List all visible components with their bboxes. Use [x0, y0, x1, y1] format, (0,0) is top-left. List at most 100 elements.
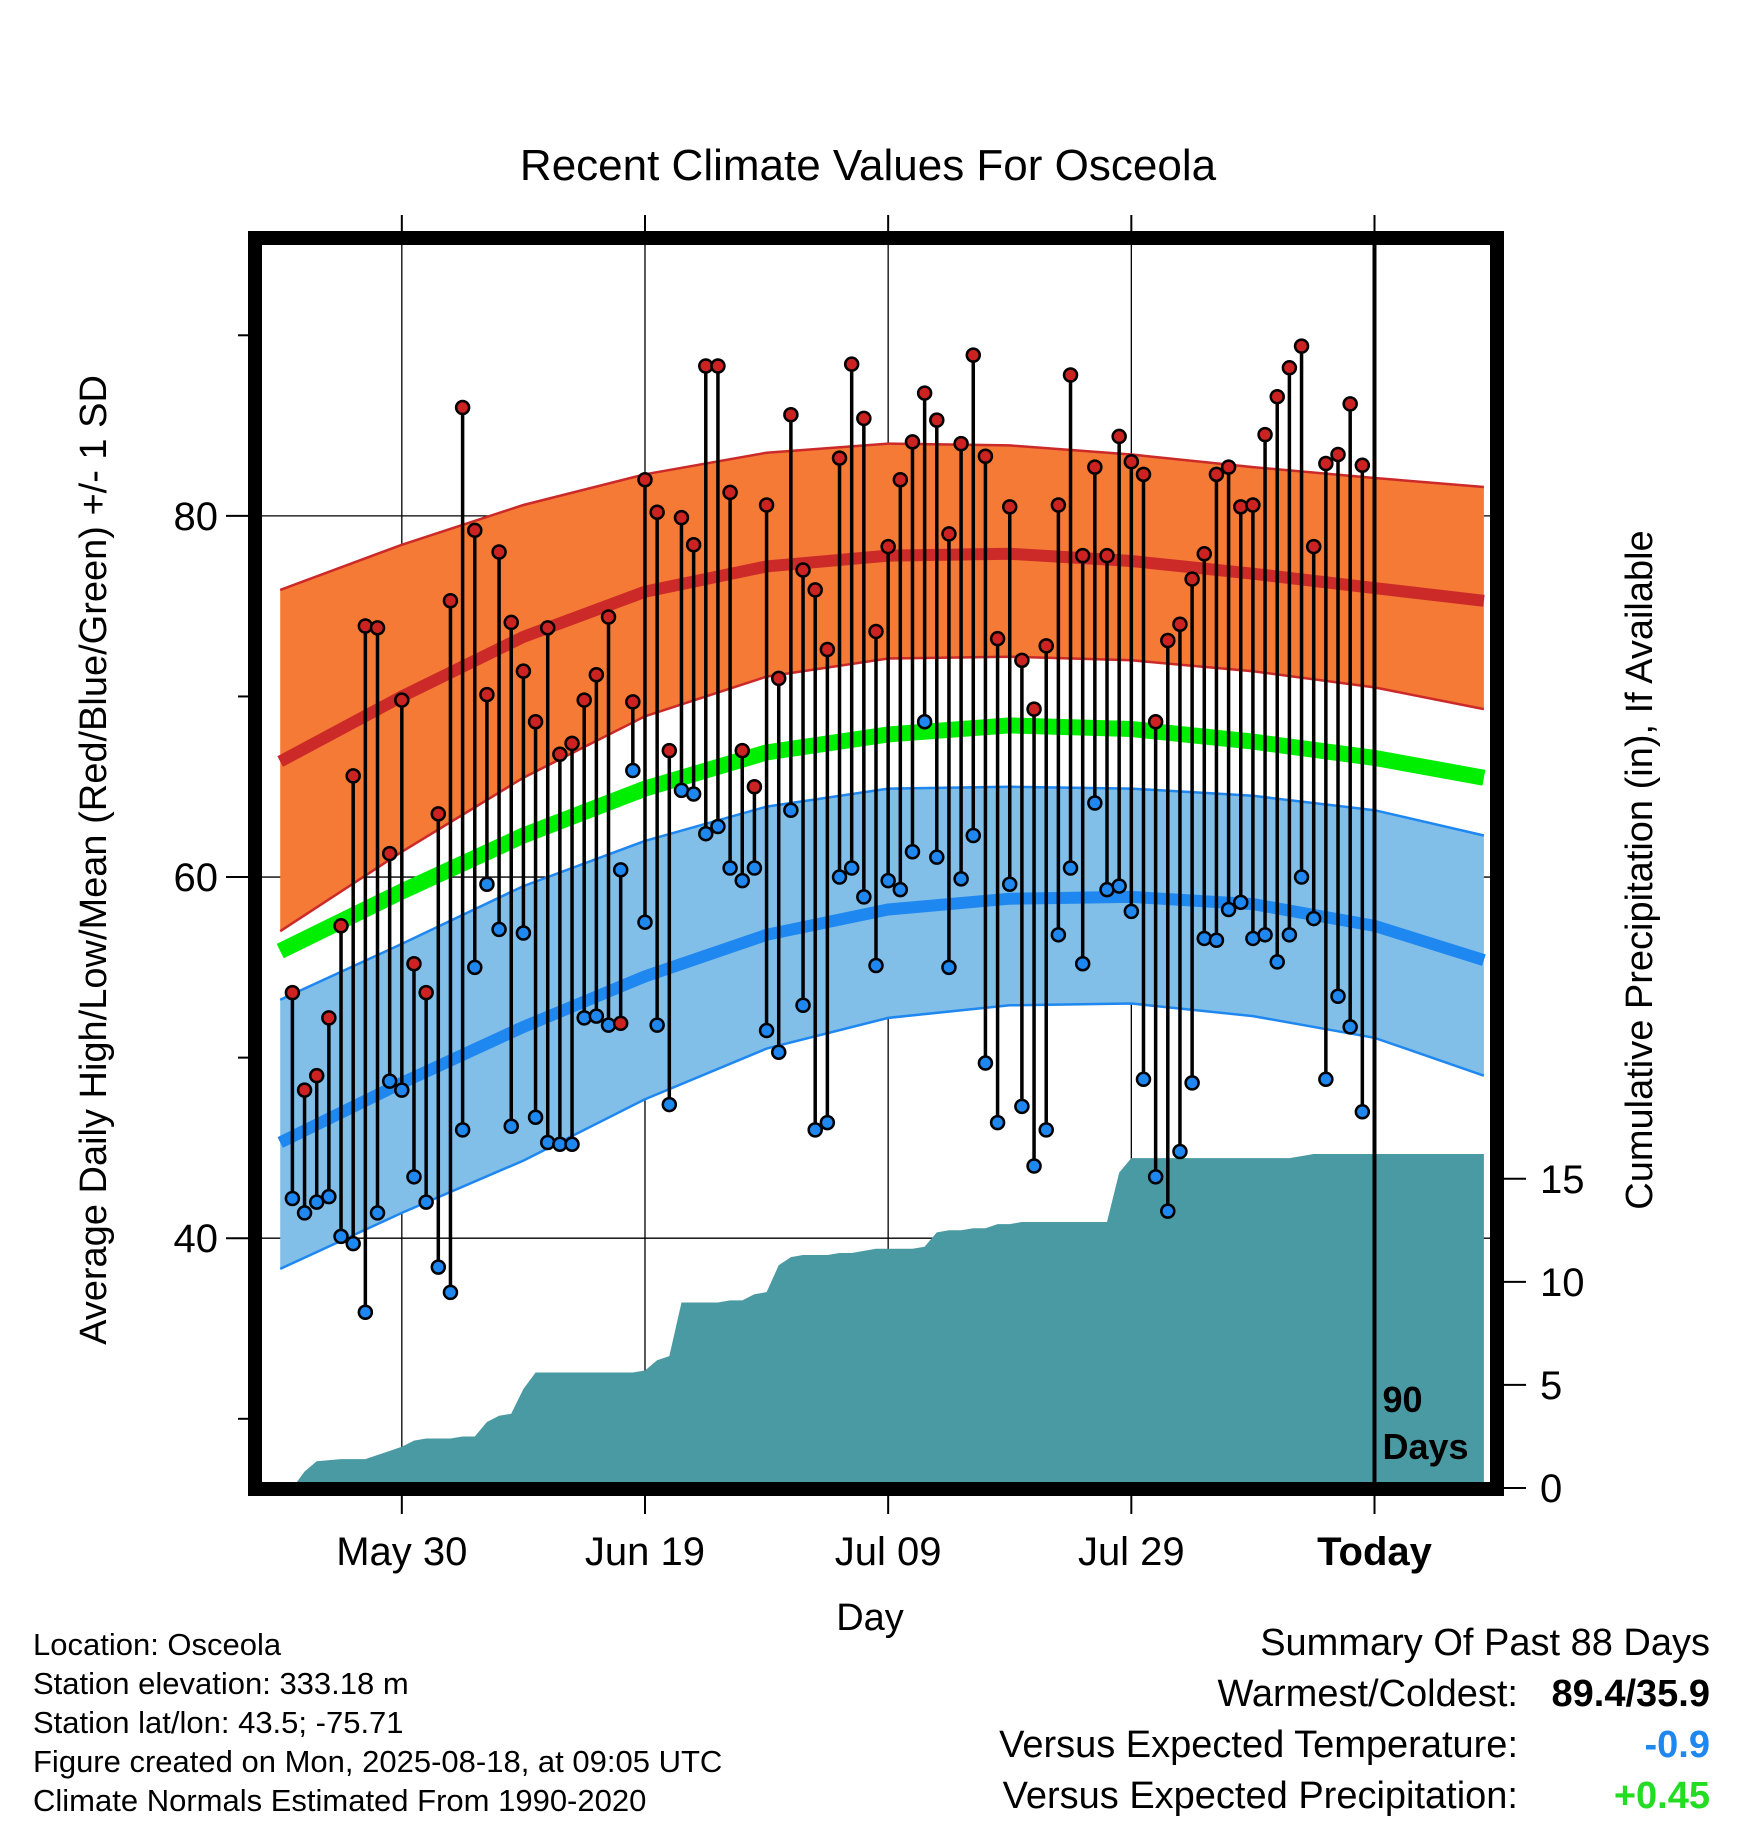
high-point [1172, 616, 1188, 632]
high-point [1062, 367, 1079, 383]
low-point [892, 881, 909, 898]
high-point [479, 686, 495, 703]
x-tick-label: Jul 09 [835, 1530, 942, 1574]
high-point [685, 537, 702, 553]
low-point [1160, 1203, 1176, 1219]
high-point [1026, 701, 1042, 717]
high-point [467, 522, 483, 539]
high-point [1099, 547, 1115, 564]
low-point [1233, 894, 1249, 911]
high-point [1354, 457, 1371, 474]
high-point [1245, 497, 1261, 513]
x-tick-label: Today [1317, 1530, 1433, 1574]
low-point [819, 1114, 836, 1131]
axes: May 30 Jun 19 Jul 09 Jul 29 Today 40 60 80 0 5 10 1… [174, 215, 1585, 1574]
high-point [588, 667, 605, 683]
high-point [1342, 396, 1358, 412]
low-point [1172, 1143, 1188, 1160]
low-point [308, 1194, 325, 1210]
y-tick-label: 80 [174, 495, 219, 539]
elevation-text: Station elevation: 333.18 m [33, 1666, 409, 1701]
high-point [1050, 497, 1067, 513]
low-point [503, 1118, 519, 1134]
low-point [1318, 1071, 1334, 1088]
plot-frame [248, 231, 1504, 1496]
high-point [600, 609, 617, 625]
y2-tick-label: 5 [1540, 1364, 1562, 1408]
low-point [1087, 795, 1103, 811]
high-point [1074, 547, 1091, 564]
low-point [394, 1082, 410, 1098]
low-point [783, 802, 799, 818]
high-point [831, 450, 848, 466]
low-point [807, 1122, 823, 1138]
low-point [795, 997, 811, 1014]
low-point [758, 1022, 775, 1039]
low-point [1220, 901, 1237, 918]
high-point [1184, 571, 1200, 587]
created-text: Figure created on Mon, 2025-08-18, at 09… [33, 1744, 723, 1779]
high-point [1147, 713, 1164, 730]
low-point [856, 889, 872, 905]
high-point [321, 1010, 337, 1026]
low-point [576, 1010, 592, 1026]
plot-area [262, 245, 1490, 1482]
low-point [515, 925, 532, 941]
high-point [333, 918, 349, 934]
low-point [491, 921, 507, 938]
low-point [418, 1194, 434, 1210]
low-point [1026, 1158, 1042, 1174]
high-point [442, 593, 459, 609]
chart-title: Recent Climate Values For Osceola [520, 141, 1217, 190]
low-point [770, 1044, 787, 1060]
low-point [1342, 1019, 1358, 1035]
low-point [625, 762, 641, 779]
low-point [843, 860, 860, 876]
low-point [479, 876, 495, 893]
high-point [880, 538, 896, 555]
warmest-coldest-value: 89.4/35.9 [1551, 1673, 1710, 1715]
low-point [612, 862, 629, 878]
low-point [381, 1073, 398, 1089]
low-point [734, 872, 751, 889]
y-axis-label: Average Daily High/Low/Mean (Red/Blue/Gr… [73, 375, 115, 1345]
temp-anomaly-label: Versus Expected Temperature: [999, 1724, 1518, 1766]
high-point [1087, 459, 1103, 475]
x-tick-label: Jul 29 [1078, 1530, 1185, 1574]
low-point [831, 869, 848, 885]
precip-anomaly-value: +0.45 [1613, 1775, 1710, 1817]
low-point [929, 849, 945, 865]
low-point [357, 1304, 374, 1321]
low-point [1014, 1098, 1030, 1115]
high-point [527, 713, 544, 730]
high-point [369, 620, 386, 636]
high-point [916, 385, 933, 401]
low-point [1281, 927, 1298, 943]
high-point [746, 779, 763, 795]
high-point [308, 1067, 325, 1084]
x-tick-label: May 30 [336, 1530, 467, 1574]
high-point [734, 742, 751, 759]
high-point [843, 356, 860, 372]
low-point [1074, 955, 1091, 972]
high-point [710, 358, 726, 374]
low-normal-line [277, 890, 1486, 1148]
low-point [916, 713, 933, 730]
low-point [296, 1205, 313, 1221]
low-point [685, 786, 702, 802]
high-point [394, 692, 410, 708]
high-point [758, 497, 775, 513]
low-point [1135, 1071, 1152, 1088]
precip-anomaly-row: Versus Expected Precipitation: +0.45 [999, 1771, 1710, 1822]
y2-tick-label: 15 [1540, 1158, 1585, 1202]
low-point [1196, 930, 1213, 947]
high-point [1257, 426, 1273, 443]
y-tick-label: 60 [174, 856, 219, 900]
low-sd-band [280, 786, 1484, 1269]
normals-text: Climate Normals Estimated From 1990-2020 [33, 1783, 647, 1818]
low-point [442, 1284, 459, 1301]
low-point [321, 1188, 337, 1205]
high-point [1135, 466, 1152, 483]
low-point [698, 825, 714, 842]
high-point [965, 347, 982, 363]
